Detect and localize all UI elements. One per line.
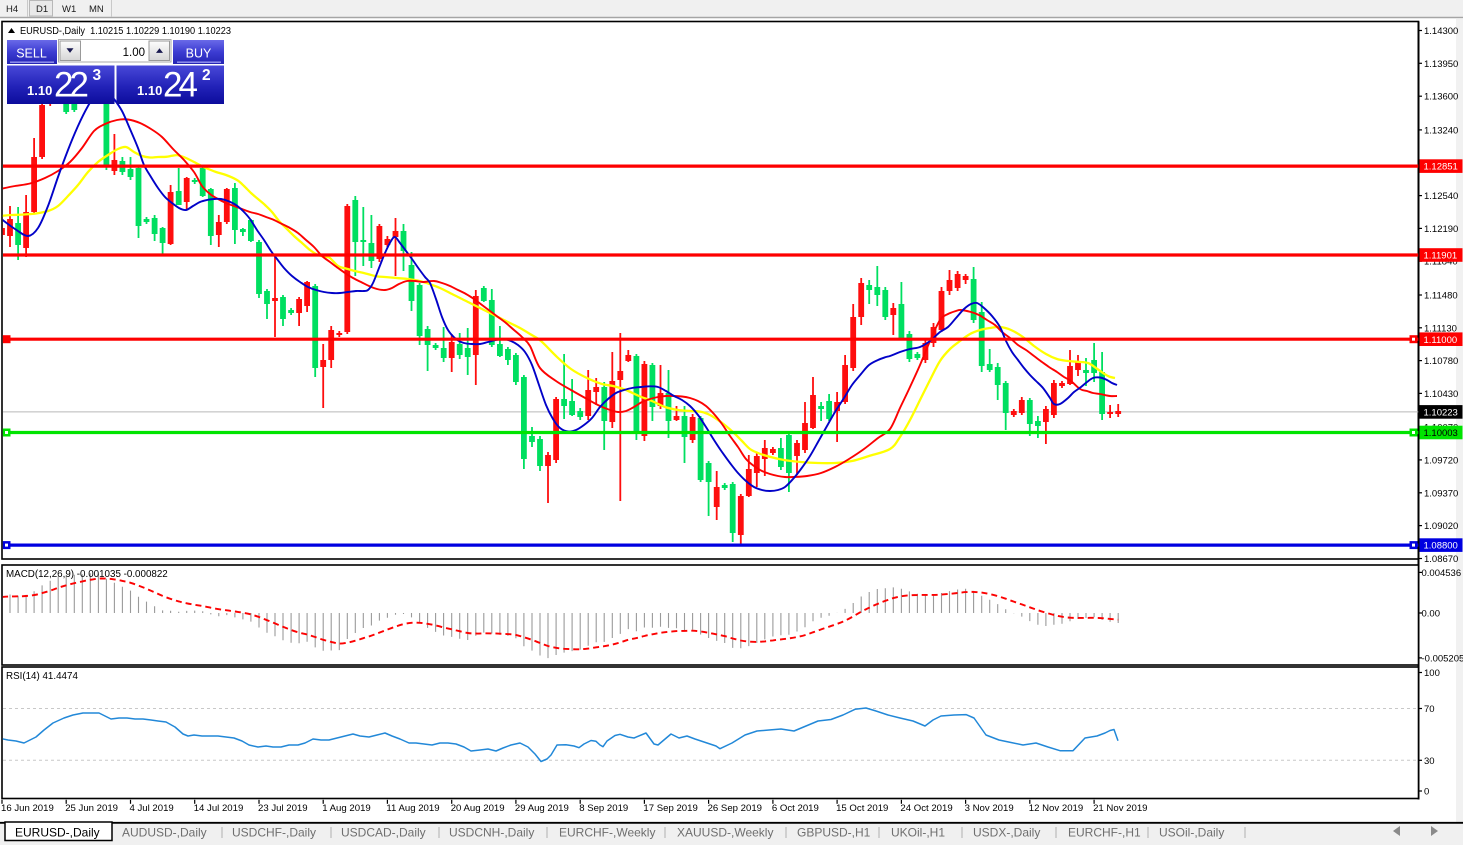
svg-text:100: 100	[1424, 668, 1440, 679]
svg-text:1.10430: 1.10430	[1424, 389, 1458, 400]
svg-text:1.08800: 1.08800	[1424, 541, 1458, 552]
svg-text:-0.005205: -0.005205	[1422, 653, 1463, 664]
svg-text:14 Jul 2019: 14 Jul 2019	[194, 803, 244, 814]
svg-text:D1: D1	[36, 4, 48, 15]
svg-text:70: 70	[1424, 704, 1435, 715]
svg-text:16 Jun 2019: 16 Jun 2019	[1, 803, 54, 814]
svg-text:USDCAD-,Daily: USDCAD-,Daily	[341, 826, 426, 840]
svg-text:1.13240: 1.13240	[1424, 125, 1458, 136]
svg-text:23 Jul 2019: 23 Jul 2019	[258, 803, 308, 814]
svg-text:1 Aug 2019: 1 Aug 2019	[322, 803, 371, 814]
svg-text:1.12540: 1.12540	[1424, 191, 1458, 202]
svg-text:1.10223: 1.10223	[1424, 408, 1458, 419]
svg-text:4 Jul 2019: 4 Jul 2019	[130, 803, 174, 814]
svg-text:1.09020: 1.09020	[1424, 521, 1458, 532]
svg-text:W1: W1	[62, 4, 76, 15]
svg-text:XAUUSD-,Weekly: XAUUSD-,Weekly	[677, 826, 773, 840]
svg-text:26 Sep 2019: 26 Sep 2019	[708, 803, 762, 814]
svg-text:2: 2	[202, 67, 211, 84]
svg-text:MN: MN	[89, 4, 104, 15]
svg-text:GBPUSD-,H1: GBPUSD-,H1	[797, 826, 871, 840]
svg-text:USDCHF-,Daily: USDCHF-,Daily	[232, 826, 316, 840]
svg-text:0.004536: 0.004536	[1422, 568, 1462, 579]
svg-text:1.11901: 1.11901	[1424, 251, 1458, 262]
svg-text:1.12851: 1.12851	[1424, 162, 1458, 173]
svg-text:AUDUSD-,Daily: AUDUSD-,Daily	[122, 826, 207, 840]
svg-text:20 Aug 2019: 20 Aug 2019	[451, 803, 505, 814]
svg-text:UKOil-,H1: UKOil-,H1	[891, 826, 945, 840]
svg-text:0.00: 0.00	[1422, 609, 1441, 620]
svg-text:1.08670: 1.08670	[1424, 554, 1458, 565]
svg-text:24 Oct 2019: 24 Oct 2019	[900, 803, 952, 814]
svg-text:11 Aug 2019: 11 Aug 2019	[386, 803, 439, 814]
svg-text:1.00: 1.00	[123, 47, 145, 59]
svg-text:8 Sep 2019: 8 Sep 2019	[579, 803, 628, 814]
svg-text:1.12190: 1.12190	[1424, 224, 1458, 235]
svg-text:29 Aug 2019: 29 Aug 2019	[515, 803, 569, 814]
svg-text:EURUSD-,Daily 1.10215 1.10229: EURUSD-,Daily 1.10215 1.10229 1.10190 1.…	[20, 26, 232, 37]
svg-text:12 Nov 2019: 12 Nov 2019	[1029, 803, 1083, 814]
svg-text:MACD(12,26,9) -0.001035 -0.000: MACD(12,26,9) -0.001035 -0.000822	[6, 569, 168, 580]
svg-text:30: 30	[1424, 756, 1435, 767]
svg-text:EURCHF-,H1: EURCHF-,H1	[1068, 826, 1141, 840]
svg-text:1.10: 1.10	[137, 83, 162, 98]
svg-text:SELL: SELL	[16, 47, 47, 61]
svg-text:3 Nov 2019: 3 Nov 2019	[965, 803, 1014, 814]
svg-text:USOil-,Daily: USOil-,Daily	[1159, 826, 1224, 840]
svg-text:22: 22	[54, 66, 89, 105]
svg-text:RSI(14) 41.4474: RSI(14) 41.4474	[6, 671, 78, 682]
svg-text:1.10003: 1.10003	[1424, 428, 1458, 439]
svg-text:6 Oct 2019: 6 Oct 2019	[772, 803, 819, 814]
svg-text:1.09720: 1.09720	[1424, 455, 1458, 466]
svg-text:BUY: BUY	[186, 47, 212, 61]
svg-text:EURUSD-,Daily: EURUSD-,Daily	[15, 826, 100, 840]
svg-text:21 Nov 2019: 21 Nov 2019	[1093, 803, 1147, 814]
svg-text:1.13950: 1.13950	[1424, 59, 1458, 70]
svg-text:15 Oct 2019: 15 Oct 2019	[836, 803, 888, 814]
svg-text:1.10780: 1.10780	[1424, 356, 1458, 367]
svg-text:1.10: 1.10	[27, 83, 52, 98]
svg-text:17 Sep 2019: 17 Sep 2019	[643, 803, 697, 814]
svg-text:EURCHF-,Weekly: EURCHF-,Weekly	[559, 826, 655, 840]
svg-text:3: 3	[93, 67, 102, 84]
svg-text:USDCNH-,Daily: USDCNH-,Daily	[449, 826, 534, 840]
svg-text:USDX-,Daily: USDX-,Daily	[973, 826, 1040, 840]
svg-text:25 Jun 2019: 25 Jun 2019	[65, 803, 118, 814]
svg-text:1.11480: 1.11480	[1424, 291, 1458, 302]
svg-text:24: 24	[163, 66, 198, 105]
svg-text:1.14300: 1.14300	[1424, 26, 1458, 37]
svg-text:0: 0	[1424, 787, 1429, 798]
svg-text:1.13600: 1.13600	[1424, 92, 1458, 103]
svg-text:1.11840: 1.11840	[1424, 257, 1458, 268]
svg-text:1.11000: 1.11000	[1424, 335, 1458, 346]
svg-text:1.09370: 1.09370	[1424, 488, 1458, 499]
svg-text:1.11130: 1.11130	[1424, 323, 1457, 334]
svg-text:H4: H4	[6, 4, 18, 15]
